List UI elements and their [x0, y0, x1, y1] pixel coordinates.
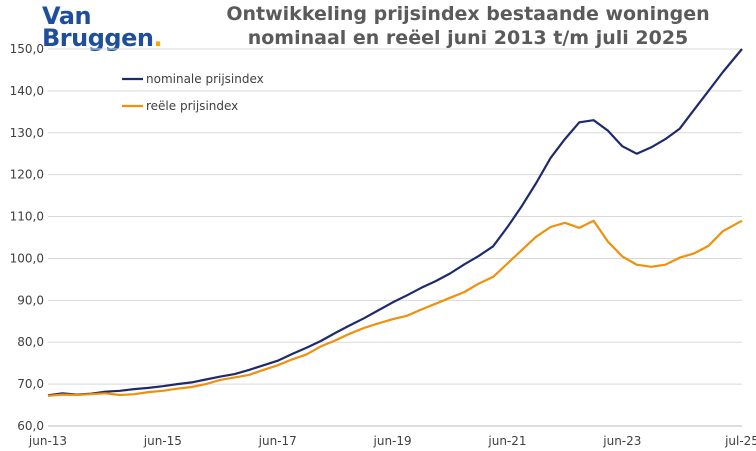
chart-subtitle: nominaal en reëel juni 2013 t/m juli 202… — [247, 27, 689, 49]
logo-wordmark: Bruggen — [42, 24, 154, 52]
series-lines — [47, 48, 743, 397]
y-tick-label: 140,0 — [10, 84, 44, 98]
x-tick-label: jun-19 — [373, 434, 412, 448]
legend-label: reële prijsindex — [146, 99, 238, 113]
van-bruggen-logo: Van Bruggen. — [42, 2, 182, 52]
series-line-real — [47, 219, 743, 397]
x-tick-label: jul-25 — [724, 434, 756, 448]
y-tick-label: 70,0 — [17, 377, 44, 391]
logo-line-2: Bruggen. — [42, 24, 163, 52]
x-tick-label: jun-15 — [143, 434, 182, 448]
y-tick-label: 90,0 — [17, 293, 44, 307]
y-tick-label: 80,0 — [17, 335, 44, 349]
series-line-nominal — [47, 48, 743, 397]
x-tick-label: jun-21 — [487, 434, 526, 448]
y-tick-label: 130,0 — [10, 126, 44, 140]
logo-line-1: Van — [42, 2, 92, 30]
legend-label: nominale prijsindex — [146, 72, 264, 86]
axes: 60,0 70,0 80,0 90,0 100,0 110,0 120,0 130,0 140,… — [10, 42, 756, 448]
x-tick-label: jun-13 — [28, 434, 67, 448]
logo-dot: . — [153, 24, 163, 52]
x-tick-label: jun-17 — [258, 434, 297, 448]
y-tick-label: 110,0 — [10, 210, 44, 224]
chart-title: Ontwikkeling prijsindex bestaande woning… — [226, 3, 710, 25]
legend: nominale prijsindex reële prijsindex — [122, 72, 264, 113]
y-tick-label: 150,0 — [10, 42, 44, 56]
y-tick-label: 60,0 — [17, 419, 44, 433]
x-tick-label: jun-23 — [602, 434, 641, 448]
y-tick-label: 120,0 — [10, 168, 44, 182]
chart-title-block: Ontwikkeling prijsindex bestaande woning… — [180, 2, 756, 50]
y-tick-label: 100,0 — [10, 251, 44, 265]
